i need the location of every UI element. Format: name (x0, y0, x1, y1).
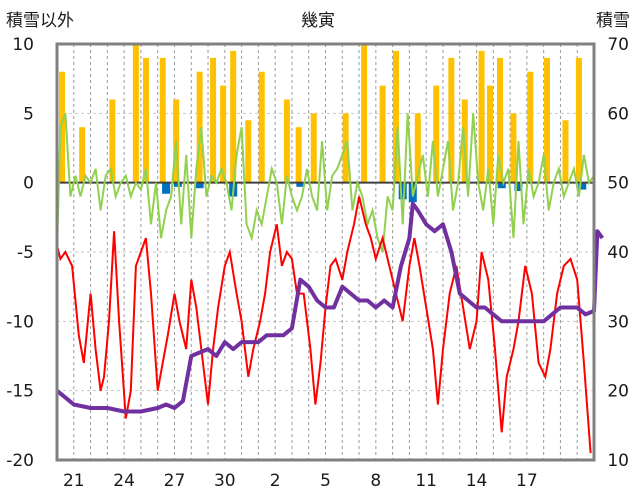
x-axis-ticks: 21 24 27 30 2 5 8 11 14 17 (63, 471, 538, 491)
x-tick-label: 5 (320, 471, 331, 491)
right-axis-ticks: 70 60 50 40 30 20 10 (607, 35, 629, 471)
precipitation-bar (578, 182, 587, 190)
left-tick-label: 5 (23, 104, 34, 124)
sunshine-bar (230, 50, 237, 183)
sunshine-bar (361, 44, 368, 183)
snow-depth-series-line (55, 201, 605, 414)
x-tick-label: 14 (466, 471, 488, 491)
x-tick-label: 30 (214, 471, 236, 491)
sunshine-bar (562, 120, 569, 183)
right-tick-label: 60 (607, 104, 629, 124)
sunshine-bar (196, 71, 203, 183)
x-tick-label: 2 (270, 471, 281, 491)
right-tick-label: 70 (607, 35, 629, 55)
sunshine-bar (258, 71, 265, 183)
sunshine-bar (414, 113, 421, 183)
sunshine-bar (392, 50, 399, 183)
precipitation-bar (162, 182, 171, 194)
x-tick-label: 27 (164, 471, 186, 491)
sunshine-bar (510, 113, 517, 183)
sunshine-bar (433, 85, 440, 183)
plot-frame (55, 42, 596, 462)
left-axis-ticks: 10 5 0 -5 -10 -15 -20 (6, 35, 34, 471)
sunshine-bar (310, 113, 317, 183)
chart-title: 幾寅 (301, 11, 335, 31)
sunshine-bar (109, 99, 116, 183)
precipitation-bar (296, 182, 305, 187)
x-tick-label: 24 (113, 471, 135, 491)
sunshine-bar (295, 127, 302, 183)
sunshine-bar (132, 44, 139, 183)
sunshine-bar (527, 71, 534, 183)
sunshine-bar (379, 85, 386, 183)
left-tick-label: -20 (6, 451, 34, 471)
left-tick-label: -10 (6, 312, 34, 332)
sunshine-bar (575, 57, 582, 183)
x-tick-label: 8 (370, 471, 381, 491)
precipitation-bar (497, 182, 506, 189)
precipitation-bar (398, 182, 407, 200)
right-tick-label: 40 (607, 243, 629, 263)
right-tick-label: 30 (607, 312, 629, 332)
sunshine-bar (220, 85, 227, 183)
sunshine-bar (448, 57, 455, 183)
sunshine-bar (59, 71, 66, 183)
sunshine-bar (159, 57, 166, 183)
precipitation-bar (195, 182, 204, 189)
left-tick-label: 0 (23, 174, 34, 194)
x-tick-label: 21 (63, 471, 85, 491)
sunshine-bar (544, 57, 551, 183)
right-tick-label: 10 (607, 451, 629, 471)
x-tick-label: 11 (415, 471, 437, 491)
x-tick-label: 17 (516, 471, 538, 491)
sunshine-bar (497, 57, 504, 183)
sunshine-bar (142, 57, 149, 183)
sunshine-bar (283, 99, 290, 183)
left-tick-label: -5 (17, 243, 34, 263)
temperature-series-line (56, 196, 592, 454)
wind-series-line (56, 112, 595, 253)
sunshine-bars (59, 44, 582, 183)
right-tick-label: 50 (607, 174, 629, 194)
right-tick-label: 20 (607, 382, 629, 402)
sunshine-bar (210, 57, 217, 183)
sunshine-bar (486, 85, 493, 183)
left-tick-label: -15 (6, 382, 34, 402)
sunshine-bar (478, 50, 485, 183)
left-axis-label: 積雪以外 (6, 11, 74, 31)
precipitation-bar (514, 182, 523, 191)
right-axis-label: 積雪 (596, 11, 630, 31)
sunshine-bar (245, 120, 252, 183)
sunshine-bar (79, 127, 86, 183)
left-tick-label: 10 (12, 35, 34, 55)
